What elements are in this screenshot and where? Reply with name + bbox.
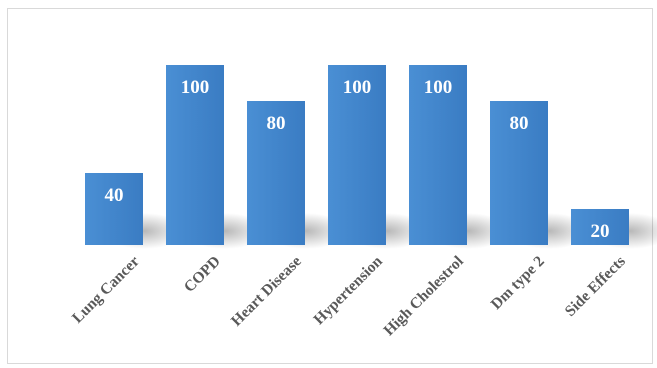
data-label-hypertension: 100 (343, 77, 372, 98)
bar-lung-cancer (85, 173, 143, 245)
bars (85, 65, 629, 245)
tick-label-high-cholestrol: High Cholestrol (380, 252, 467, 339)
data-label-dm-type-2: 80 (510, 113, 529, 134)
bar-copd (166, 65, 224, 245)
bar-hypertension (328, 65, 386, 245)
data-labels: 40 100 80 100 100 80 20 (105, 77, 610, 242)
bar-high-cholestrol (409, 65, 467, 245)
data-label-heart-disease: 80 (267, 113, 286, 134)
data-label-high-cholestrol: 100 (424, 77, 453, 98)
tick-label-copd: COPD (181, 253, 224, 296)
data-label-lung-cancer: 40 (105, 185, 124, 206)
tick-label-side-effects: Side Effects (562, 253, 629, 320)
data-label-side-effects: 20 (591, 221, 610, 242)
bar-dm-type-2 (490, 101, 548, 245)
tick-label-lung-cancer: Lung Cancer (69, 253, 143, 327)
category-labels: Lung Cancer COPD Heart Disease Hypertension… (69, 252, 629, 339)
data-label-copd: 100 (181, 77, 210, 98)
tick-label-hypertension: Hypertension (310, 253, 386, 329)
tick-label-heart-disease: Heart Disease (228, 253, 305, 330)
bar-side-effects (571, 209, 629, 245)
tick-label-dm-type-2: Dm type 2 (488, 253, 548, 313)
bar-heart-disease (247, 101, 305, 245)
